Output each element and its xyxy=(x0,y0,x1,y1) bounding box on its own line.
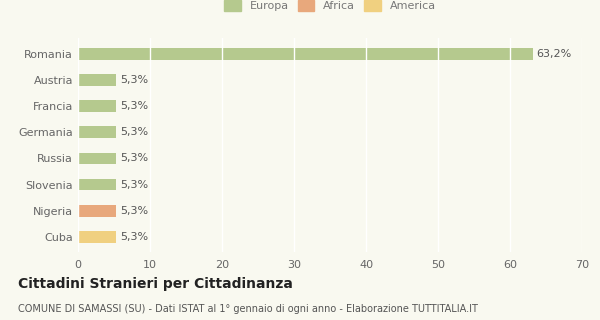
Text: 5,3%: 5,3% xyxy=(120,75,148,85)
Text: 63,2%: 63,2% xyxy=(536,49,572,59)
Text: 5,3%: 5,3% xyxy=(120,232,148,242)
Text: COMUNE DI SAMASSI (SU) - Dati ISTAT al 1° gennaio di ogni anno - Elaborazione TU: COMUNE DI SAMASSI (SU) - Dati ISTAT al 1… xyxy=(18,304,478,314)
Text: 5,3%: 5,3% xyxy=(120,154,148,164)
Bar xyxy=(78,179,116,190)
Text: 5,3%: 5,3% xyxy=(120,127,148,137)
Bar xyxy=(78,205,116,217)
Legend: Europa, Africa, America: Europa, Africa, America xyxy=(221,0,439,15)
Bar xyxy=(78,126,116,138)
Text: 5,3%: 5,3% xyxy=(120,180,148,190)
Text: 5,3%: 5,3% xyxy=(120,206,148,216)
Bar xyxy=(78,153,116,164)
Bar xyxy=(78,100,116,112)
Bar xyxy=(78,48,533,60)
Text: 5,3%: 5,3% xyxy=(120,101,148,111)
Text: Cittadini Stranieri per Cittadinanza: Cittadini Stranieri per Cittadinanza xyxy=(18,277,293,291)
Bar xyxy=(78,74,116,86)
Bar xyxy=(78,231,116,243)
